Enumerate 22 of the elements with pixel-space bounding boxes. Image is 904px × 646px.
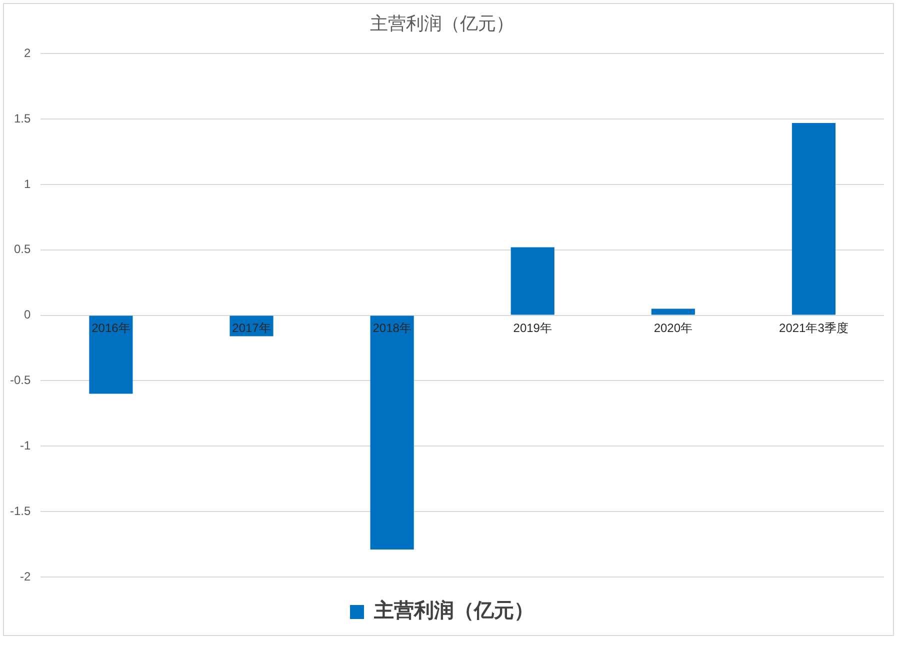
legend-label: 主营利润（亿元） xyxy=(373,598,534,622)
bar xyxy=(370,316,414,550)
y-tick-label: 1.5 xyxy=(14,111,31,126)
chart-title: 主营利润（亿元） xyxy=(370,13,514,34)
bar xyxy=(89,316,133,394)
bar xyxy=(651,308,695,315)
y-tick-label: -0.5 xyxy=(10,373,31,388)
bar xyxy=(510,247,554,315)
bar xyxy=(792,122,836,315)
x-tick-label: 2020年 xyxy=(654,320,693,335)
x-tick-label: 2019年 xyxy=(513,320,552,335)
y-tick-label: -2 xyxy=(20,569,31,584)
x-tick-label: 2021年3季度 xyxy=(779,320,848,335)
y-tick-label: 2 xyxy=(24,46,31,60)
x-tick-label: 2016年 xyxy=(92,320,130,335)
y-tick-label: 1 xyxy=(24,176,31,191)
x-tick-label: 2017年 xyxy=(232,320,271,335)
y-tick-label: -1 xyxy=(20,438,31,452)
y-tick-label: 0.5 xyxy=(14,242,31,256)
y-tick-label: 0 xyxy=(24,308,31,322)
x-tick-label: 2018年 xyxy=(372,320,412,335)
y-tick-label: -1.5 xyxy=(10,504,31,518)
